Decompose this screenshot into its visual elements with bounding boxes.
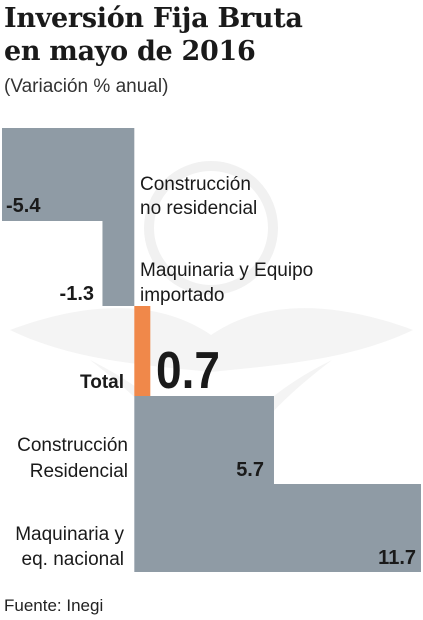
chart-title: Inversión Fija Bruta en mayo de 2016 [4, 2, 303, 68]
bar-4 [134, 484, 421, 572]
source-note: Fuente: Inegi [4, 596, 104, 615]
value-label-1: -1.3 [60, 283, 94, 305]
category-label-0-1: no residencial [140, 198, 257, 219]
category-label-4-0: Maquinaria y [15, 524, 124, 545]
category-label-3-0: Construcción [17, 435, 128, 456]
chart-subtitle: (Variación % anual) [4, 76, 169, 97]
category-label-2-0: Total [80, 372, 124, 393]
category-label-1-0: Maquinaria y Equipo [140, 260, 313, 281]
chart-title-line-2: en mayo de 2016 [4, 36, 256, 67]
bar-2 [134, 306, 151, 396]
bar-1 [102, 221, 135, 306]
bar-3 [134, 396, 274, 484]
bar-0 [2, 128, 135, 221]
category-label-4-1: eq. nacional [22, 549, 124, 570]
value-label-3: 5.7 [236, 459, 264, 481]
category-label-3-1: Residencial [30, 461, 128, 482]
value-label-0: -5.4 [6, 195, 41, 217]
value-label-4: 11.7 [378, 547, 416, 569]
value-label-2: 0.7 [156, 342, 220, 400]
category-label-0-0: Construcción [140, 174, 251, 195]
category-label-1-1: importado [140, 285, 225, 306]
chart-title-line-1: Inversión Fija Bruta [4, 3, 303, 34]
